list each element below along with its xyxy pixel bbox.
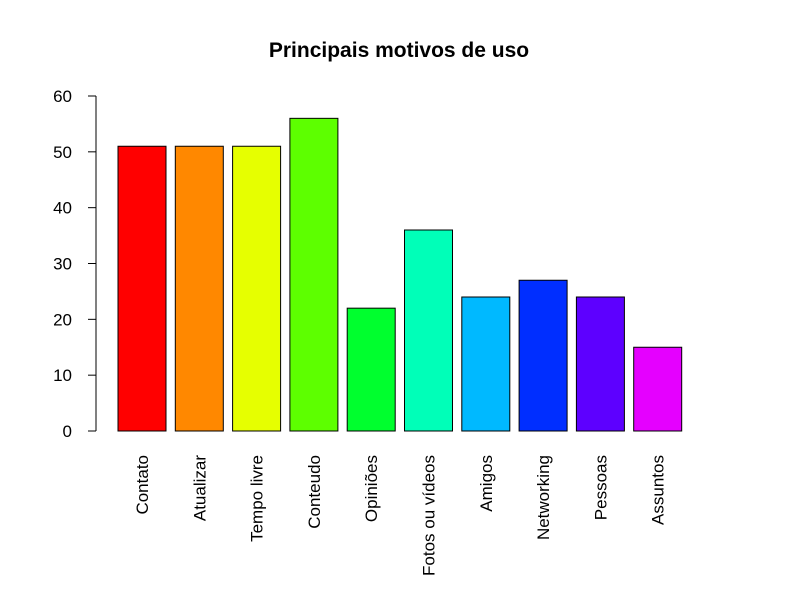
y-tick-label: 20 <box>53 310 72 329</box>
x-category-label: Amigos <box>477 455 496 512</box>
x-category-label: Assuntos <box>649 455 668 525</box>
y-tick-label: 50 <box>53 143 72 162</box>
x-category-label: Atualizar <box>190 455 209 521</box>
bars-group <box>117 117 683 432</box>
x-category-label: Fotos ou vídeos <box>420 455 439 576</box>
bar <box>232 145 282 432</box>
bar <box>461 296 511 432</box>
x-category-label: Tempo livre <box>248 455 267 542</box>
bar <box>575 296 625 432</box>
bar <box>404 229 453 432</box>
y-axis: 0 10 20 30 40 50 60 <box>53 87 97 441</box>
x-category-label: Opiniões <box>362 455 381 522</box>
x-category-label: Conteudo <box>305 455 324 529</box>
y-tick-label: 60 <box>53 87 72 106</box>
chart-title: Principais motivos de uso <box>269 39 529 62</box>
x-category-label: Pessoas <box>591 455 610 520</box>
bar <box>117 145 167 432</box>
bar <box>633 346 683 432</box>
bar <box>518 279 568 432</box>
x-category-label: Networking <box>534 455 553 540</box>
y-tick-label: 30 <box>53 255 72 274</box>
bar <box>289 117 339 432</box>
y-tick-label: 10 <box>53 366 72 385</box>
bar <box>174 145 224 432</box>
bar <box>346 307 396 432</box>
y-tick-label: 40 <box>53 199 72 218</box>
category-labels: Contato Atualizar Tempo livre Conteudo Opini… <box>133 455 668 576</box>
y-tick-label: 0 <box>63 422 72 441</box>
x-category-label: Contato <box>133 455 152 515</box>
